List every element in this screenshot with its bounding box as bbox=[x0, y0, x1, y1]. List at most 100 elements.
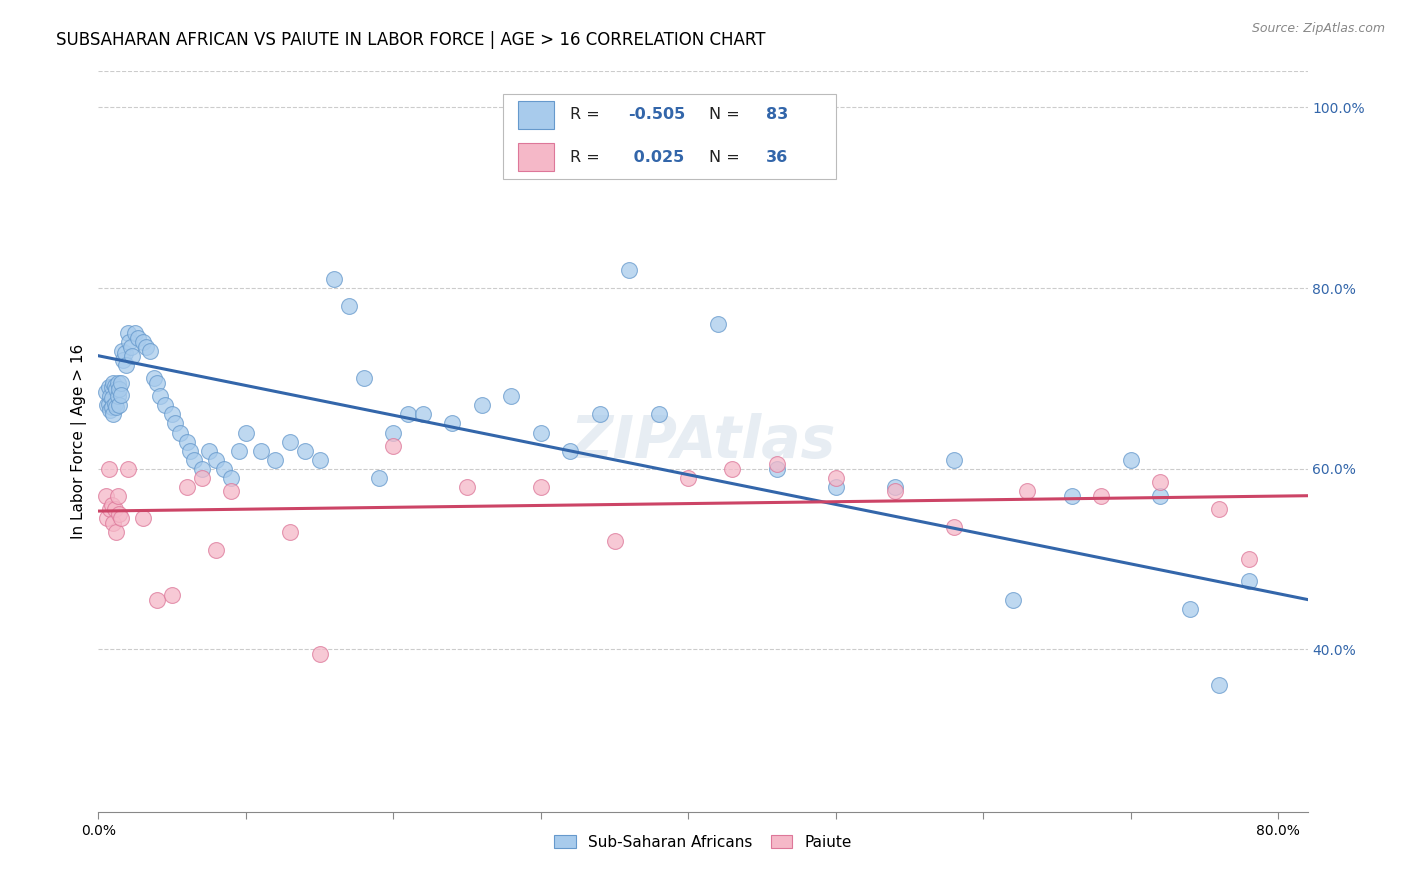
Point bbox=[104, 396, 127, 410]
Text: Source: ZipAtlas.com: Source: ZipAtlas.com bbox=[1251, 22, 1385, 36]
Point bbox=[824, 470, 846, 484]
Bar bbox=[517, 101, 554, 129]
Point bbox=[765, 457, 787, 471]
Point bbox=[111, 344, 134, 359]
Point bbox=[94, 489, 117, 503]
Point bbox=[105, 382, 128, 396]
Point bbox=[249, 443, 271, 458]
Point bbox=[118, 335, 141, 350]
Point bbox=[1237, 552, 1260, 566]
Point bbox=[176, 480, 198, 494]
Point bbox=[98, 389, 121, 403]
Point bbox=[883, 484, 905, 499]
Point bbox=[97, 461, 120, 475]
Point bbox=[124, 326, 146, 341]
Text: 83: 83 bbox=[766, 107, 789, 122]
Point bbox=[110, 511, 132, 525]
Point bbox=[120, 340, 142, 354]
Point bbox=[337, 299, 360, 313]
Point bbox=[1178, 601, 1201, 615]
Point bbox=[149, 389, 172, 403]
Point bbox=[1017, 484, 1039, 499]
Point bbox=[382, 439, 405, 453]
Point bbox=[367, 470, 389, 484]
Point bbox=[678, 470, 700, 484]
FancyBboxPatch shape bbox=[503, 94, 837, 178]
Text: 0.025: 0.025 bbox=[628, 150, 685, 165]
Point bbox=[308, 452, 330, 467]
Point bbox=[101, 376, 124, 390]
Point bbox=[117, 326, 139, 341]
Point bbox=[179, 443, 201, 458]
Point bbox=[471, 399, 494, 413]
Point bbox=[112, 353, 135, 368]
Point bbox=[412, 408, 434, 422]
Point bbox=[98, 403, 121, 417]
Point bbox=[183, 452, 205, 467]
Point bbox=[1208, 502, 1230, 516]
Point bbox=[96, 399, 118, 413]
Point bbox=[153, 399, 176, 413]
Point bbox=[1149, 475, 1171, 490]
Point bbox=[146, 592, 169, 607]
Point bbox=[100, 498, 122, 512]
Point bbox=[942, 452, 965, 467]
Point bbox=[117, 461, 139, 475]
Point bbox=[278, 524, 301, 539]
Point bbox=[107, 489, 129, 503]
Point bbox=[219, 484, 242, 499]
Point bbox=[100, 401, 122, 415]
Point bbox=[824, 480, 846, 494]
Point bbox=[228, 443, 250, 458]
Point bbox=[110, 387, 132, 401]
Point bbox=[1119, 452, 1142, 467]
Point bbox=[107, 389, 129, 403]
Point bbox=[501, 389, 523, 403]
Point bbox=[104, 378, 127, 392]
Point bbox=[135, 340, 157, 354]
Point bbox=[619, 263, 641, 277]
Point bbox=[603, 533, 626, 548]
Y-axis label: In Labor Force | Age > 16: In Labor Force | Age > 16 bbox=[72, 344, 87, 539]
Point bbox=[100, 380, 122, 394]
Point bbox=[706, 317, 728, 331]
Point bbox=[114, 346, 136, 360]
Point bbox=[96, 511, 118, 525]
Text: N =: N = bbox=[709, 107, 745, 122]
Point bbox=[160, 588, 183, 602]
Text: R =: R = bbox=[569, 107, 605, 122]
Point bbox=[108, 382, 131, 396]
Text: 36: 36 bbox=[766, 150, 789, 165]
Point bbox=[212, 461, 235, 475]
Point bbox=[353, 371, 375, 385]
Point bbox=[127, 331, 149, 345]
Point bbox=[190, 461, 212, 475]
Point bbox=[1237, 574, 1260, 589]
Point bbox=[308, 647, 330, 661]
Point bbox=[107, 376, 129, 390]
Point bbox=[104, 502, 127, 516]
Point bbox=[589, 408, 612, 422]
Point bbox=[396, 408, 419, 422]
Point bbox=[1090, 489, 1112, 503]
Text: -0.505: -0.505 bbox=[628, 107, 685, 122]
Point bbox=[97, 396, 120, 410]
Point bbox=[198, 443, 221, 458]
Point bbox=[530, 425, 553, 440]
Point bbox=[765, 461, 787, 475]
Point bbox=[942, 520, 965, 534]
Point bbox=[721, 461, 744, 475]
Point bbox=[139, 344, 162, 359]
Text: SUBSAHARAN AFRICAN VS PAIUTE IN LABOR FORCE | AGE > 16 CORRELATION CHART: SUBSAHARAN AFRICAN VS PAIUTE IN LABOR FO… bbox=[56, 31, 766, 49]
Point bbox=[190, 470, 212, 484]
Point bbox=[115, 358, 138, 372]
Point bbox=[101, 408, 124, 422]
Point bbox=[160, 408, 183, 422]
Point bbox=[883, 480, 905, 494]
Point bbox=[110, 376, 132, 390]
Point bbox=[143, 371, 166, 385]
Point bbox=[146, 376, 169, 390]
Point bbox=[278, 434, 301, 449]
Point bbox=[100, 391, 122, 405]
Point bbox=[176, 434, 198, 449]
